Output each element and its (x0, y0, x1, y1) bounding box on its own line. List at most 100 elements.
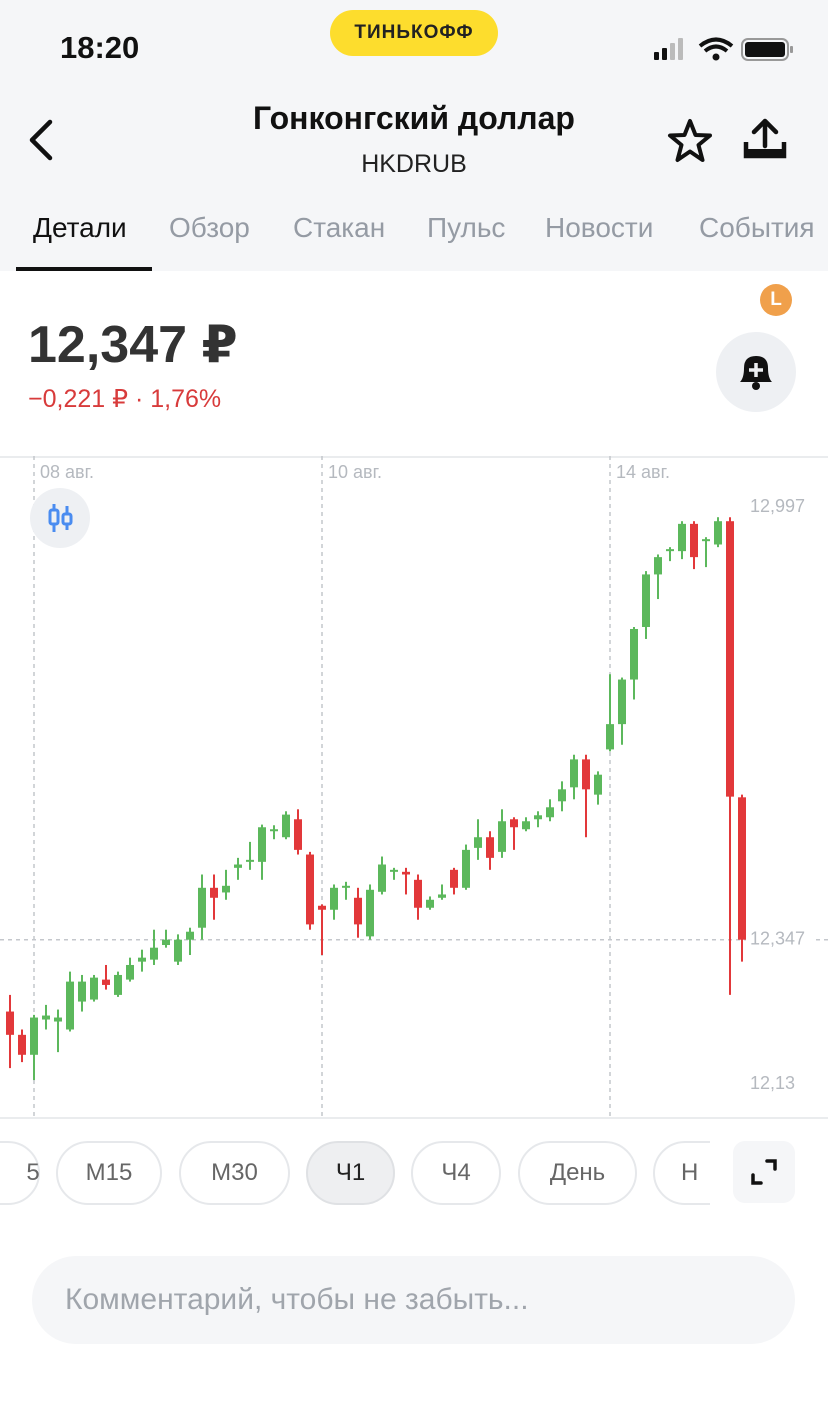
candle-icon (48, 504, 73, 532)
candle-body (66, 981, 74, 1030)
candle-body (450, 869, 458, 888)
header-title: Гонконгский доллар (253, 100, 575, 136)
candle-body (378, 864, 386, 892)
back-button[interactable] (26, 118, 56, 162)
interval-button[interactable]: 5 (0, 1141, 40, 1205)
candle-body (402, 871, 410, 875)
candle-body (150, 947, 158, 960)
candle-body (462, 849, 470, 888)
x-tick-label: 14 авг. (616, 462, 670, 482)
comment-input[interactable]: Комментарий, чтобы не забыть... (32, 1256, 795, 1344)
candle-body (726, 521, 734, 797)
header-ticker: HKDRUB (361, 150, 467, 178)
candle-body (390, 869, 398, 872)
interval-button[interactable]: День (518, 1141, 637, 1205)
candle-body (678, 523, 686, 552)
candle-body (630, 628, 638, 680)
candle-body (522, 821, 530, 830)
candle-body (90, 977, 98, 1000)
candle-body (486, 837, 494, 858)
tab[interactable]: Детали (33, 212, 127, 243)
interval-button[interactable]: М15 (56, 1141, 162, 1205)
candle-body (366, 889, 374, 937)
interval-button[interactable]: Ч1 (306, 1141, 395, 1205)
candle-body (354, 897, 362, 925)
candle-body (138, 957, 146, 962)
candle-body (702, 539, 710, 542)
favorite-button[interactable] (666, 118, 714, 164)
candle-body (126, 964, 134, 980)
interval-button[interactable]: Н (653, 1141, 710, 1205)
tab[interactable]: Стакан (293, 212, 386, 243)
chart-type-button[interactable] (30, 488, 90, 548)
candle-body (330, 887, 338, 910)
candle-body (174, 939, 182, 962)
tab[interactable]: События (699, 212, 815, 243)
candle-body (642, 574, 650, 627)
candle-body (78, 981, 86, 1002)
expand-button[interactable] (733, 1141, 795, 1203)
interval-button[interactable]: М30 (179, 1141, 290, 1205)
candle-body (102, 979, 110, 985)
chart: 08 авг. 10 авг. 14 авг. 12,997 12,13 12,347 (0, 456, 828, 1119)
expand-icon (751, 1159, 777, 1185)
candle-body (306, 854, 314, 925)
candle-body (282, 814, 290, 838)
y-tick-label: 12,997 (750, 496, 805, 516)
tab-indicator (16, 267, 152, 271)
interval-button[interactable]: Ч4 (411, 1141, 501, 1205)
candle-body (114, 974, 122, 995)
candle-body (30, 1017, 38, 1055)
candle-body (594, 774, 602, 795)
candle-body (294, 819, 302, 850)
candle-body (570, 759, 578, 788)
last-price-label: 12,347 (750, 928, 805, 948)
share-button[interactable] (742, 116, 788, 162)
interval-bar: 5 М15 М30 Ч1 Ч4 День Н (0, 1140, 710, 1206)
candle-body (558, 789, 566, 802)
interval-label: 5 (26, 1159, 40, 1186)
candle-body (534, 815, 542, 820)
candle-body (6, 1011, 14, 1035)
candle-body (618, 679, 626, 725)
candle-body (18, 1034, 26, 1055)
candle-body (714, 521, 722, 545)
tab[interactable]: Обзор (169, 212, 250, 243)
candle-body (198, 887, 206, 928)
candle-body (54, 1017, 62, 1022)
candle-body (606, 724, 614, 750)
candle-body (690, 523, 698, 558)
candle-body (438, 894, 446, 898)
status-icons (654, 37, 793, 61)
candle-body (258, 827, 266, 862)
candle-body (246, 859, 254, 862)
candle-body (474, 837, 482, 848)
x-tick-label: 10 авг. (328, 462, 382, 482)
candle-body (510, 819, 518, 828)
badge: L (760, 284, 792, 316)
x-tick-label: 08 авг. (40, 462, 94, 482)
candle-body (186, 931, 194, 940)
tab[interactable]: Пульс (427, 212, 506, 243)
candle-body (426, 899, 434, 908)
candle-body (234, 864, 242, 868)
price: 12,347 ₽ (28, 316, 238, 374)
tab-bar: Детали Обзор Стакан Пульс Новости Событи… (0, 208, 828, 271)
brand-pill[interactable]: ТИНЬКОФФ (330, 10, 498, 56)
tab[interactable]: Новости (545, 212, 654, 243)
bell-icon (740, 356, 772, 390)
candle-body (414, 879, 422, 908)
status-time: 18:20 (60, 30, 140, 65)
alert-button[interactable] (716, 332, 796, 412)
last-price-bg (746, 926, 816, 953)
candle-body (210, 887, 218, 898)
candle-body (666, 549, 674, 552)
candle-body (342, 885, 350, 888)
price-change: −0,221 ₽ · 1,76% (28, 385, 222, 413)
candle-body (222, 885, 230, 893)
y-tick-label: 12,13 (750, 1073, 795, 1093)
candle-body (654, 557, 662, 575)
candle-body (582, 759, 590, 790)
candle-body (498, 821, 506, 852)
